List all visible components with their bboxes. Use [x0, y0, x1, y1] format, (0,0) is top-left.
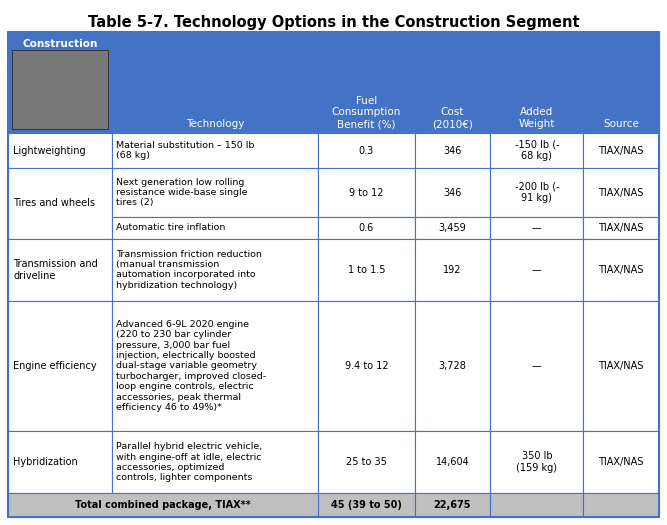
Bar: [490, 217, 584, 238]
Text: -200 lb (-
91 kg): -200 lb (- 91 kg): [514, 182, 559, 203]
Text: Table 5-7. Technology Options in the Construction Segment: Table 5-7. Technology Options in the Con…: [87, 15, 580, 30]
Text: Source: Source: [603, 119, 639, 129]
Text: 350 lb
(159 kg): 350 lb (159 kg): [516, 452, 558, 473]
Text: TIAX/NAS: TIAX/NAS: [598, 265, 644, 275]
Bar: [111, 32, 318, 133]
Text: 3,728: 3,728: [439, 361, 466, 371]
Text: Cost
(2010€): Cost (2010€): [432, 108, 473, 129]
Text: Tires and wheels: Tires and wheels: [13, 198, 95, 208]
Text: Hybridization: Hybridization: [13, 457, 78, 467]
Bar: [8, 494, 318, 517]
Text: —: —: [532, 361, 542, 371]
Text: Lightweighting: Lightweighting: [13, 145, 85, 155]
Text: 9.4 to 12: 9.4 to 12: [345, 361, 388, 371]
Text: Automatic tire inflation: Automatic tire inflation: [115, 223, 225, 232]
Bar: [318, 494, 415, 517]
Bar: [415, 217, 490, 238]
Bar: [8, 238, 111, 301]
Text: Advanced 6-9L 2020 engine
(220 to 230 bar cylinder
pressure, 3,000 bar fuel
inje: Advanced 6-9L 2020 engine (220 to 230 ba…: [115, 320, 265, 412]
Bar: [8, 32, 111, 133]
Bar: [318, 32, 415, 133]
Bar: [584, 217, 659, 238]
Bar: [8, 133, 111, 168]
Text: TIAX/NAS: TIAX/NAS: [598, 361, 644, 371]
Text: Transmission and
driveline: Transmission and driveline: [13, 259, 98, 280]
Text: 0.6: 0.6: [359, 223, 374, 233]
Text: -150 lb (-
68 kg): -150 lb (- 68 kg): [514, 140, 559, 161]
Bar: [318, 133, 415, 168]
Bar: [584, 494, 659, 517]
Bar: [8, 431, 111, 494]
Text: 45 (39 to 50): 45 (39 to 50): [331, 500, 402, 510]
Bar: [111, 301, 318, 431]
Bar: [415, 168, 490, 217]
Text: Construction: Construction: [22, 39, 97, 49]
Bar: [318, 238, 415, 301]
Text: TIAX/NAS: TIAX/NAS: [598, 457, 644, 467]
Bar: [584, 133, 659, 168]
Text: —: —: [532, 223, 542, 233]
Bar: [490, 133, 584, 168]
Text: Next generation low rolling
resistance wide-base single
tires (2): Next generation low rolling resistance w…: [115, 177, 247, 207]
Bar: [490, 301, 584, 431]
Text: Transmission friction reduction
(manual transmission
automation incorporated int: Transmission friction reduction (manual …: [115, 249, 261, 290]
Text: 1 to 1.5: 1 to 1.5: [348, 265, 385, 275]
Text: Added
Weight: Added Weight: [519, 108, 555, 129]
Bar: [490, 238, 584, 301]
Bar: [111, 238, 318, 301]
Bar: [584, 301, 659, 431]
Text: TIAX/NAS: TIAX/NAS: [598, 145, 644, 155]
Bar: [490, 431, 584, 494]
Bar: [415, 431, 490, 494]
Text: 0.3: 0.3: [359, 145, 374, 155]
Text: Engine efficiency: Engine efficiency: [13, 361, 97, 371]
Bar: [415, 238, 490, 301]
Text: 192: 192: [444, 265, 462, 275]
Bar: [111, 168, 318, 217]
Bar: [12, 50, 107, 129]
Text: Material substitution – 150 lb
(68 kg): Material substitution – 150 lb (68 kg): [115, 141, 254, 160]
Bar: [318, 301, 415, 431]
Text: TIAX/NAS: TIAX/NAS: [598, 187, 644, 197]
Bar: [8, 301, 111, 431]
Bar: [584, 238, 659, 301]
Text: Technology: Technology: [185, 119, 244, 129]
Text: 25 to 35: 25 to 35: [346, 457, 387, 467]
Bar: [415, 133, 490, 168]
Bar: [490, 168, 584, 217]
Text: —: —: [532, 265, 542, 275]
Text: 9 to 12: 9 to 12: [349, 187, 384, 197]
Bar: [8, 168, 111, 238]
Bar: [415, 32, 490, 133]
Bar: [111, 133, 318, 168]
Bar: [318, 168, 415, 217]
Bar: [415, 301, 490, 431]
Bar: [490, 32, 584, 133]
Text: Parallel hybrid electric vehicle,
with engine-off at idle, electric
accessories,: Parallel hybrid electric vehicle, with e…: [115, 442, 262, 482]
Bar: [584, 431, 659, 494]
Text: Total combined package, TIAX**: Total combined package, TIAX**: [75, 500, 251, 510]
Bar: [490, 494, 584, 517]
Bar: [415, 494, 490, 517]
Text: 346: 346: [444, 187, 462, 197]
Bar: [584, 32, 659, 133]
Text: 22,675: 22,675: [434, 500, 472, 510]
Text: 346: 346: [444, 145, 462, 155]
Text: 3,459: 3,459: [439, 223, 466, 233]
Text: TIAX/NAS: TIAX/NAS: [598, 223, 644, 233]
Text: Fuel
Consumption
Benefit (%): Fuel Consumption Benefit (%): [331, 96, 401, 129]
Text: 14,604: 14,604: [436, 457, 470, 467]
Bar: [318, 217, 415, 238]
Bar: [111, 217, 318, 238]
Bar: [584, 168, 659, 217]
Bar: [111, 431, 318, 494]
Bar: [318, 431, 415, 494]
